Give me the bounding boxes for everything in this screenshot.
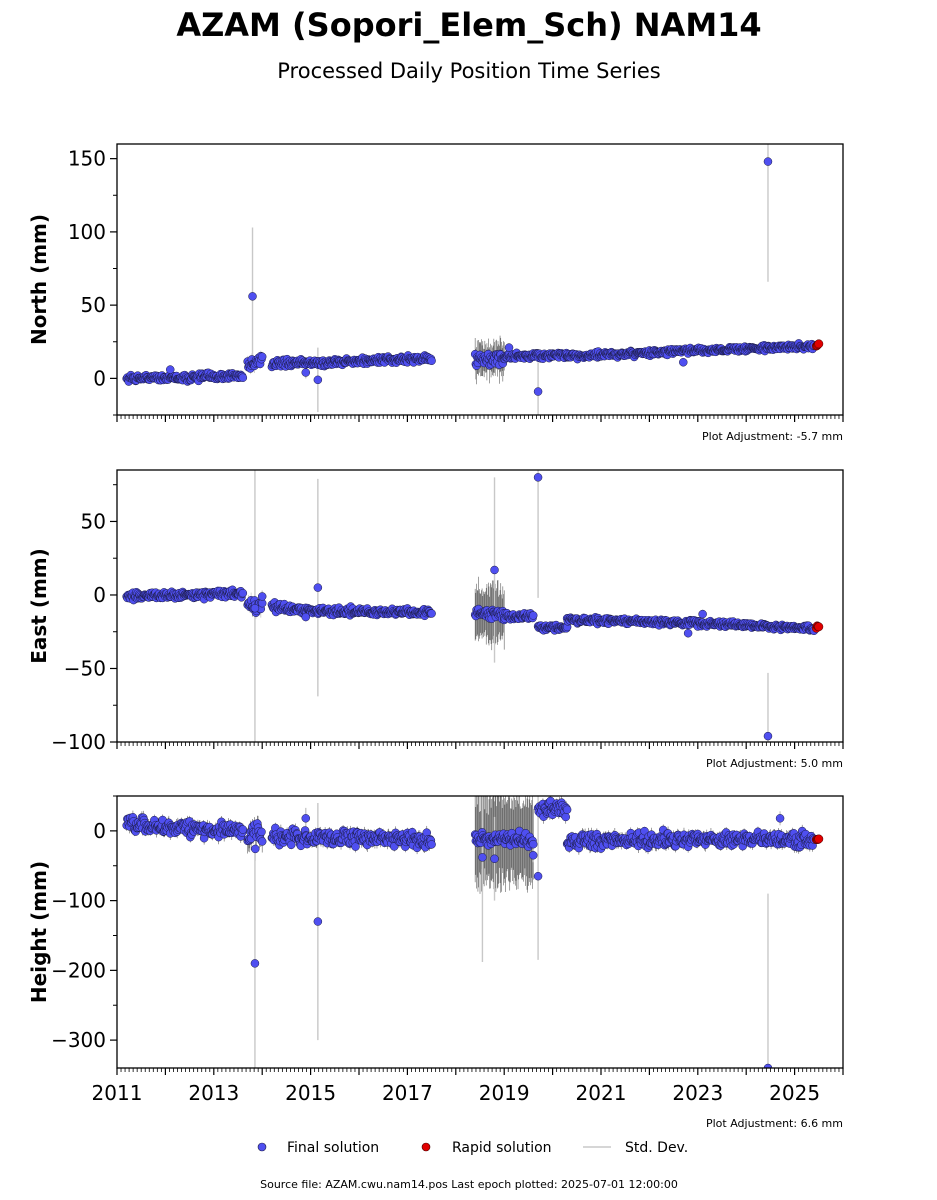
north-plot-area: [122, 144, 824, 415]
east-std-dev-bars: [126, 470, 815, 742]
final-solution-point: [238, 588, 248, 598]
outlier-point: [248, 292, 257, 301]
outlier-point: [504, 343, 514, 352]
east-final-points: [122, 473, 819, 741]
outlier-point: [490, 565, 499, 575]
north-plot-adjustment: Plot Adjustment: -5.7 mm: [702, 430, 843, 443]
north-panel: 0 50 100 150 North (mm) Plot Adjustment: -5.7…: [27, 143, 844, 443]
chart-subtitle: Processed Daily Position Time Series: [277, 59, 661, 83]
final-solution-point: [528, 611, 538, 620]
north-y-axis-label: North (mm): [27, 214, 51, 345]
east-panel: −100 −50 0 50 East (mm) Plot Adjustment: 5.0 …: [27, 469, 844, 770]
final-solution-point: [427, 609, 436, 618]
east-y-axis-label: East (mm): [27, 548, 51, 664]
north-final-points: [122, 157, 819, 396]
final-solution-point: [427, 356, 436, 366]
y-tick-label: 150: [68, 147, 106, 171]
height-std-dev-bars: [126, 796, 815, 1068]
north-std-dev-bars: [126, 144, 815, 415]
y-tick-label: 0: [93, 366, 106, 390]
outlier-point: [763, 157, 773, 166]
y-tick-label: −100: [51, 730, 106, 754]
north-x-ticks: [116, 415, 844, 422]
east-x-ticks: [116, 742, 844, 749]
outlier-point: [301, 368, 311, 377]
outlier-point: [763, 731, 773, 741]
outlier-point: [250, 603, 260, 613]
y-tick-label: 0: [93, 583, 106, 607]
height-plot-area: [122, 796, 824, 1068]
east-plot-area: [122, 470, 824, 742]
y-tick-label: 50: [81, 293, 106, 317]
outlier-point: [683, 628, 693, 638]
final-solution-point: [257, 352, 267, 361]
y-tick-label: −50: [64, 656, 106, 680]
chart-title: AZAM (Sopori_Elem_Sch) NAM14: [176, 6, 761, 44]
outlier-point: [257, 592, 267, 601]
final-solution-point: [238, 373, 248, 382]
north-y-ticks: 0 50 100 150: [68, 147, 117, 416]
outlier-point: [165, 365, 175, 374]
rapid-solution-point: [814, 339, 824, 349]
outlier-point: [679, 358, 688, 367]
outlier-point: [313, 375, 323, 385]
outlier-point: [533, 473, 543, 482]
east-plot-adjustment: Plot Adjustment: 5.0 mm: [706, 757, 843, 770]
rapid-solution-point: [814, 622, 824, 632]
outlier-point: [301, 612, 311, 622]
east-y-ticks: −100 −50 0 50: [51, 484, 117, 754]
y-tick-label: 50: [81, 509, 106, 533]
y-tick-label: 100: [68, 220, 106, 244]
outlier-point: [533, 387, 543, 396]
outlier-point: [313, 583, 323, 592]
outlier-point: [698, 609, 707, 619]
